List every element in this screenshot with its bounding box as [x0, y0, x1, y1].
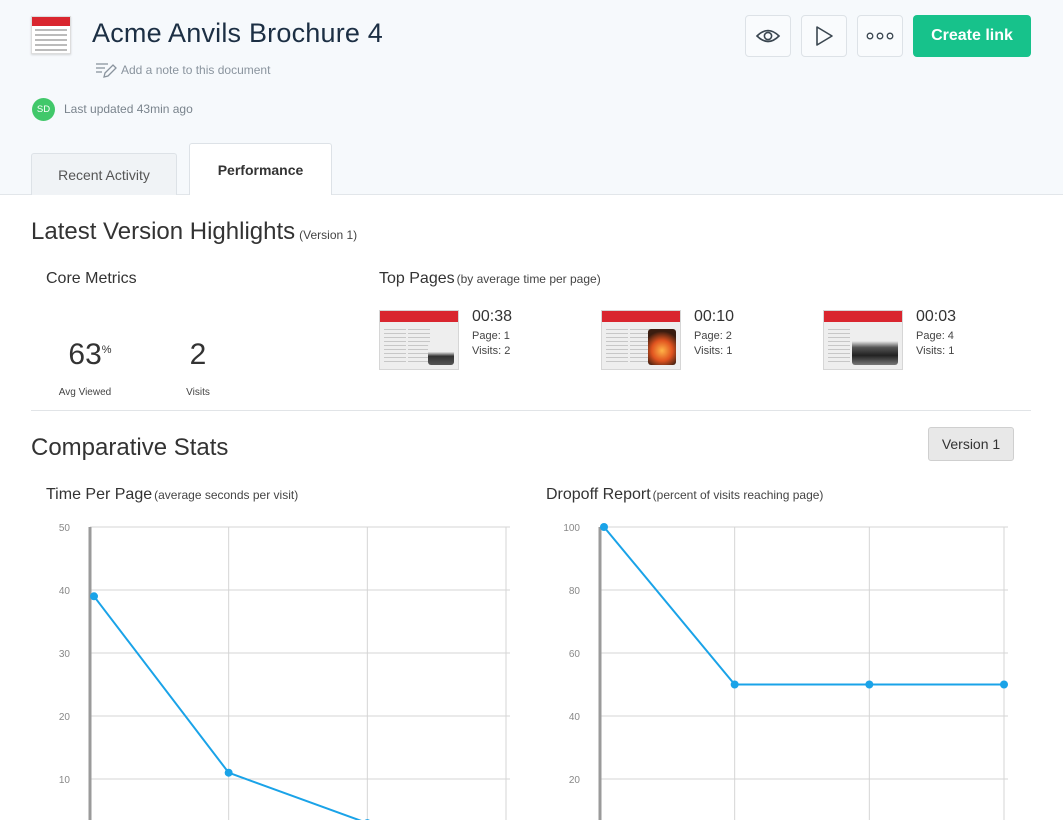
tab-performance[interactable]: Performance: [189, 143, 332, 195]
dropoff-data-point[interactable]: [600, 523, 608, 531]
comparative-stats-title: Comparative Stats: [31, 434, 229, 461]
dropoff-report-title-text: Dropoff Report: [546, 486, 651, 503]
dropoff-report-title: Dropoff Report (percent of visits reachin…: [546, 486, 823, 504]
avg-viewed-value: 63%: [50, 338, 130, 372]
dropoff-report-chart: 100 80 60 40 20: [540, 515, 1020, 820]
top-pages-subtitle: (by average time per page): [456, 272, 601, 286]
top-page-visits: Visits: 1: [694, 345, 733, 357]
version-note: (Version 1): [299, 228, 358, 242]
page-thumbnail[interactable]: [823, 310, 903, 370]
eye-icon: [755, 29, 781, 43]
present-button[interactable]: [801, 15, 847, 57]
avg-viewed-unit: %: [101, 344, 112, 356]
more-icon: [866, 32, 894, 40]
y-tick-label: 30: [59, 649, 71, 660]
document-header: Acme Anvils Brochure 4 Add a note to thi…: [0, 0, 1063, 195]
document-thumbnail[interactable]: [31, 16, 71, 54]
dropoff-report-svg: 100 80 60 40 20: [563, 523, 1008, 820]
y-tick-label: 50: [59, 523, 71, 534]
y-tick-label: 10: [59, 775, 71, 786]
section-divider: [31, 410, 1031, 411]
top-page-number: Page: 2: [694, 330, 732, 342]
dropoff-data-point[interactable]: [865, 680, 874, 689]
top-page-item[interactable]: 00:38 Page: 1 Visits: 2: [379, 308, 579, 370]
version-selector-button[interactable]: Version 1: [928, 427, 1014, 461]
time-per-page-data-point[interactable]: [224, 768, 233, 777]
time-per-page-title: Time Per Page (average seconds per visit): [46, 486, 298, 504]
top-page-item[interactable]: 00:10 Page: 2 Visits: 1: [601, 308, 801, 370]
top-page-visits: Visits: 1: [916, 345, 955, 357]
dropoff-series-line: [603, 526, 1004, 686]
dropoff-data-point[interactable]: [1000, 680, 1008, 689]
top-page-number: Page: 4: [916, 330, 954, 342]
avg-viewed-label: Avg Viewed: [58, 387, 112, 398]
page-thumbnail[interactable]: [379, 310, 459, 370]
top-page-time: 00:38: [472, 308, 513, 325]
time-per-page-subtitle: (average seconds per visit): [154, 488, 299, 502]
add-note-link[interactable]: Add a note to this document: [95, 60, 270, 80]
create-link-button[interactable]: Create link: [913, 15, 1031, 57]
page-thumbnail[interactable]: [601, 310, 681, 370]
dropoff-data-point[interactable]: [730, 680, 739, 689]
visits-value: 2: [189, 338, 207, 371]
pencil-note-icon: [96, 63, 117, 78]
y-tick-label: 80: [569, 586, 581, 597]
preview-button[interactable]: [745, 15, 791, 57]
y-tick-label: 60: [569, 649, 581, 660]
top-page-time: 00:10: [694, 308, 735, 325]
time-per-page-chart: 50 40 30 20 10: [40, 515, 520, 820]
last-updated-text: Last updated 43min ago: [64, 102, 193, 116]
top-page-item[interactable]: 00:03 Page: 4 Visits: 1: [823, 308, 1023, 370]
avg-viewed-number: 63: [68, 338, 102, 371]
document-title[interactable]: Acme Anvils Brochure 4: [92, 18, 384, 48]
time-per-page-title-text: Time Per Page: [46, 486, 153, 503]
highlights-title: Latest Version Highlights (Version 1): [31, 218, 357, 246]
dropoff-report-subtitle: (percent of visits reaching page): [652, 488, 824, 502]
top-pages-title-text: Top Pages: [379, 270, 455, 287]
play-icon: [816, 26, 833, 46]
time-per-page-data-point[interactable]: [90, 592, 98, 601]
time-per-page-svg: 50 40 30 20 10: [59, 523, 510, 820]
y-tick-label: 20: [59, 712, 71, 723]
top-page-number: Page: 1: [472, 330, 510, 342]
y-tick-label: 100: [563, 523, 580, 534]
time-per-page-series-line: [93, 595, 362, 820]
tab-recent-activity[interactable]: Recent Activity: [31, 153, 177, 195]
y-tick-label: 40: [59, 586, 71, 597]
top-page-visits: Visits: 2: [472, 345, 511, 357]
y-tick-label: 40: [569, 712, 581, 723]
highlights-title-text: Latest Version Highlights: [31, 218, 296, 245]
top-pages-title: Top Pages (by average time per page): [379, 270, 601, 288]
more-options-button[interactable]: [857, 15, 903, 57]
avatar[interactable]: SD: [32, 98, 55, 121]
top-page-time: 00:03: [916, 308, 957, 325]
core-metrics-title: Core Metrics: [46, 270, 137, 287]
add-note-text: Add a note to this document: [121, 63, 271, 77]
y-tick-label: 20: [569, 775, 581, 786]
visits-label: Visits: [186, 387, 210, 398]
